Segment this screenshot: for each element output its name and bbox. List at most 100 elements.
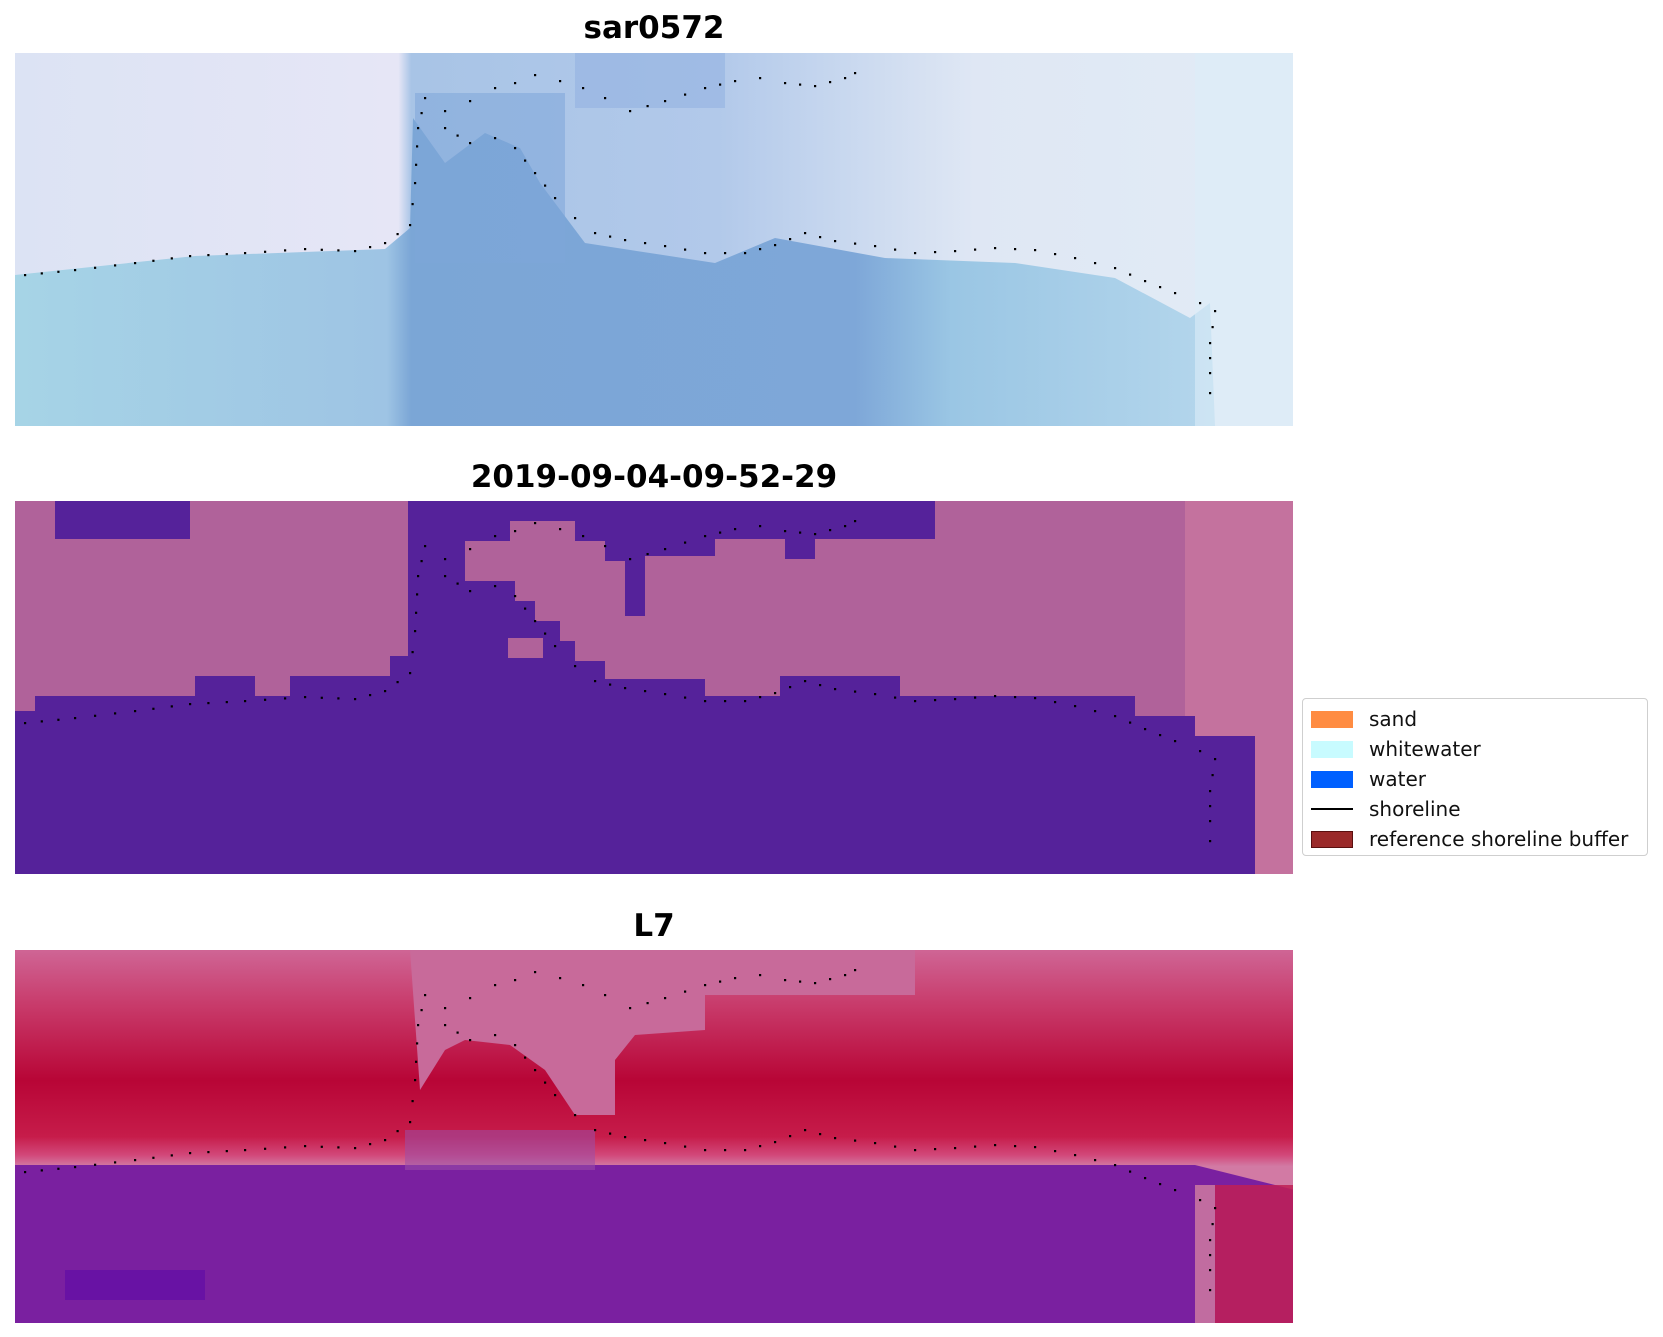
shoreline-point <box>469 590 472 593</box>
shoreline-point <box>734 80 737 83</box>
shoreline-point <box>684 696 687 699</box>
shoreline-point <box>609 1132 612 1135</box>
shoreline-point <box>1199 750 1202 753</box>
shoreline-point <box>624 239 627 242</box>
shoreline-point <box>664 245 667 248</box>
shoreline-point <box>759 696 762 699</box>
shoreline-point <box>894 1145 897 1148</box>
shoreline-point <box>244 1149 247 1152</box>
shoreline-point <box>874 245 877 248</box>
shoreline-point <box>225 701 228 704</box>
shoreline-point <box>829 978 832 981</box>
shoreline-point <box>759 525 762 528</box>
shoreline-point <box>1211 1223 1214 1226</box>
shoreline-point <box>415 1060 418 1063</box>
shoreline-point <box>40 272 43 275</box>
shoreline-point <box>819 684 822 687</box>
shoreline-point <box>444 127 447 130</box>
shoreline-point <box>684 248 687 251</box>
shoreline-point <box>337 249 340 252</box>
shoreline-point <box>799 531 802 534</box>
shoreline-point <box>644 690 647 693</box>
shoreline-point <box>424 545 427 548</box>
shoreline-point <box>284 249 287 252</box>
legend-label: water <box>1369 767 1426 791</box>
shoreline-point <box>1214 310 1217 313</box>
legend-item-shoreline: shoreline <box>1311 794 1461 824</box>
shoreline-point <box>724 1149 727 1152</box>
shoreline-point <box>284 697 287 700</box>
shoreline-point <box>664 1142 667 1145</box>
shoreline-point <box>704 252 707 255</box>
shoreline-point <box>1129 721 1132 724</box>
shoreline-point <box>524 607 527 610</box>
shoreline-point <box>414 182 417 185</box>
shoreline-line-icon <box>1311 808 1353 810</box>
shoreline-point <box>934 1148 937 1151</box>
shoreline-point <box>1144 1177 1147 1180</box>
shoreline-point <box>524 1056 527 1059</box>
shoreline-point <box>534 172 537 175</box>
shoreline-point <box>974 248 977 251</box>
shoreline-point <box>644 242 647 245</box>
shoreline-point <box>74 717 77 720</box>
shoreline-point <box>384 242 387 245</box>
shoreline-point <box>544 184 547 187</box>
shoreline-point <box>1034 249 1037 252</box>
shoreline-point <box>409 1121 412 1124</box>
shoreline-point <box>734 528 737 531</box>
shoreline-point <box>514 147 517 150</box>
shoreline-point <box>554 1094 557 1097</box>
shoreline-point <box>396 233 399 236</box>
shoreline-point <box>1214 758 1217 761</box>
shoreline-point <box>304 1145 307 1148</box>
shoreline-point <box>320 696 323 699</box>
shoreline-point <box>469 548 472 551</box>
shoreline-point <box>609 683 612 686</box>
shoreline-point <box>1054 253 1057 256</box>
shoreline-point <box>411 1100 414 1103</box>
shoreline-point <box>854 969 857 972</box>
shoreline-point <box>354 698 357 701</box>
shoreline-point <box>424 97 427 100</box>
shoreline-point <box>369 694 372 697</box>
shoreline-point <box>574 665 577 668</box>
shoreline-point <box>744 1149 747 1152</box>
shoreline-point <box>420 1009 423 1012</box>
shoreline-point <box>417 127 420 130</box>
shoreline-point <box>894 248 897 251</box>
shoreline-point <box>304 696 307 699</box>
shoreline-point <box>417 575 420 578</box>
shoreline-point <box>469 142 472 145</box>
shoreline-point <box>534 620 537 623</box>
shoreline-point <box>469 1039 472 1042</box>
shoreline-point <box>799 83 802 86</box>
classified-image <box>15 501 1293 874</box>
shoreline-point <box>624 687 627 690</box>
shoreline-point <box>719 83 722 86</box>
shoreline-point <box>114 712 117 715</box>
shoreline-point <box>514 82 517 85</box>
shoreline-point <box>684 93 687 96</box>
shoreline-point <box>24 722 27 725</box>
shoreline-point <box>819 236 822 239</box>
shoreline-point <box>354 1147 357 1150</box>
shoreline-point <box>744 700 747 703</box>
shoreline-point <box>874 1142 877 1145</box>
shoreline-point <box>534 522 537 525</box>
shoreline-point <box>94 714 97 717</box>
shoreline-point <box>582 984 585 987</box>
shoreline-point <box>534 1069 537 1072</box>
shoreline-point <box>444 575 447 578</box>
shoreline-point <box>814 85 817 88</box>
panel-title-2: 2019-09-04-09-52-29 <box>470 459 838 495</box>
shoreline-point <box>854 72 857 75</box>
shoreline-point <box>225 253 228 256</box>
panel-title-1: sar0572 <box>583 10 725 46</box>
shoreline-point <box>244 252 247 255</box>
shoreline-point <box>369 246 372 249</box>
shoreline-point <box>734 977 737 980</box>
shoreline-point <box>384 1139 387 1142</box>
legend-item-reference-buffer: reference shoreline buffer <box>1311 824 1628 854</box>
shoreline-point <box>559 977 562 980</box>
